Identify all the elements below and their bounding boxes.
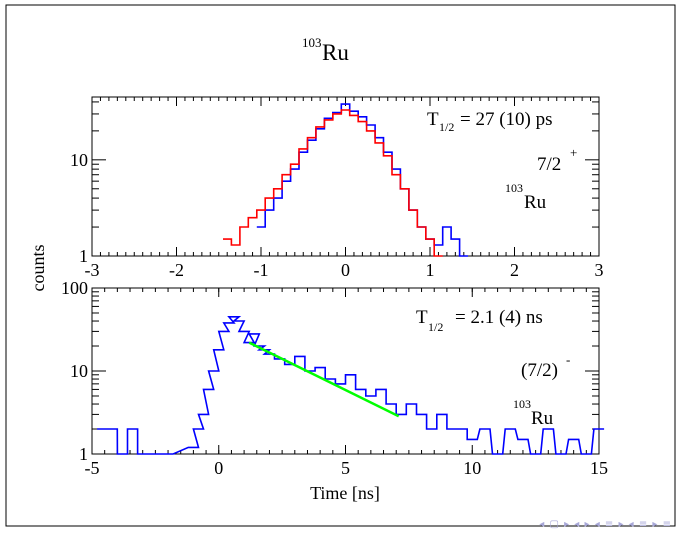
figure-title-mass: 103 <box>302 35 322 50</box>
bottom-halflife-t: T <box>416 307 428 328</box>
x-tick-label: 10 <box>463 458 481 478</box>
x-tick-label: 0 <box>214 458 223 478</box>
x-tick-label: 0 <box>341 260 350 280</box>
x-tick-label: 3 <box>595 260 604 280</box>
x-tick-label: 5 <box>341 458 350 478</box>
y-tick-label: 10 <box>70 150 88 170</box>
x-tick-label: -5 <box>85 458 100 478</box>
x-tick-label: -1 <box>254 260 269 280</box>
bottom-nucleus-mass: 103 <box>513 397 531 411</box>
x-axis-label: Time [ns] <box>310 483 380 503</box>
top-spin-parity: + <box>570 145 577 160</box>
top-axis-ticks: -3 -2 -1 0 1 2 3 1 10 <box>70 97 604 280</box>
top-halflife-sub: 1/2 <box>439 120 454 134</box>
bottom-axis-ticks: -5 0 5 10 15 1 10 100 <box>61 278 608 478</box>
bottom-series-group <box>97 315 605 455</box>
x-tick-label: 2 <box>510 260 519 280</box>
series-0-1-histogram <box>223 109 443 257</box>
top-nucleus-element: Ru <box>524 192 547 213</box>
top-series-group <box>223 103 468 257</box>
y-axis-label: counts <box>28 245 48 292</box>
slide-navigation-icons[interactable]: ◂ ▢ ▸ ◂ ▸ ◂ ≡ ▸ ◂ ≡ ▸ ≡ <box>539 519 672 530</box>
y-tick-label: 1 <box>79 444 88 464</box>
bottom-spin-parity: - <box>566 352 570 367</box>
figure-title-element: Ru <box>322 40 349 65</box>
bottom-halflife-sub: 1/2 <box>428 320 443 334</box>
x-tick-label: 15 <box>590 458 608 478</box>
x-tick-label: -3 <box>85 260 100 280</box>
top-halflife-t: T <box>427 109 439 130</box>
bottom-spin-label: (7/2) <box>521 360 558 381</box>
bottom-halflife-value: = 2.1 (4) ns <box>455 307 543 328</box>
series-1-1-fit-line <box>248 341 400 418</box>
bottom-nucleus-element: Ru <box>531 408 554 429</box>
y-tick-label: 10 <box>70 361 88 381</box>
top-halflife-value: = 27 (10) ps <box>460 109 553 130</box>
x-tick-label: -2 <box>169 260 184 280</box>
y-tick-label: 1 <box>79 246 88 266</box>
top-nucleus-mass: 103 <box>505 181 523 195</box>
series-1-0-histogram <box>97 315 605 455</box>
y-tick-label: 100 <box>61 278 88 298</box>
top-spin-label: 7/2 <box>537 154 561 175</box>
x-tick-label: 1 <box>426 260 435 280</box>
